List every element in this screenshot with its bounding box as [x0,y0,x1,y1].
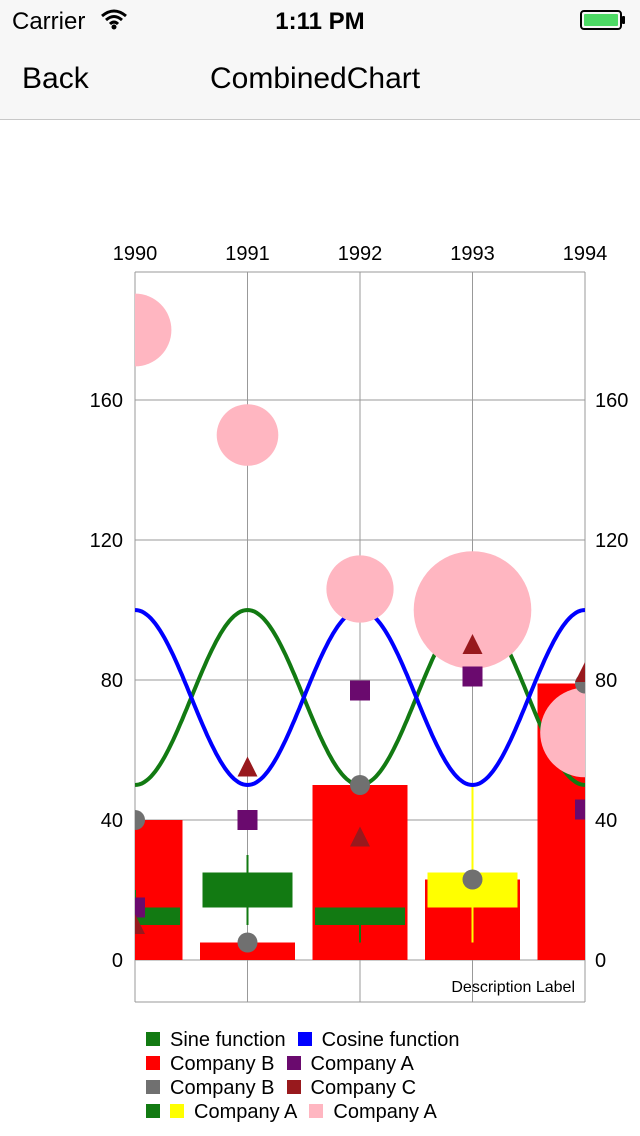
scatter-triangle [575,662,585,682]
bubble [540,687,585,778]
combined-chart[interactable]: 1990 1991 1992 1993 1994 0 0 40 40 80 80 120 120 160 1… [0,120,640,1020]
scatter-circle [350,775,370,795]
bubble [413,551,532,669]
carrier-label: Carrier [12,8,86,35]
scatter-square [462,666,483,687]
battery-icon [580,10,626,30]
legend-swatch [146,1103,160,1118]
left-y-tick-label: 160 [90,390,123,412]
description-label: Description Label [451,979,575,996]
left-y-tick-label: 120 [90,530,123,552]
scatter-circle [135,810,145,830]
scatter-triangle [135,914,145,934]
candle-body [315,907,405,925]
left-y-tick-label: 40 [101,810,123,832]
status-bar: Carrier 1:11 PM [0,0,640,40]
legend-row: Company B Company C [146,1076,428,1100]
legend-label: Company C [310,1077,417,1099]
scatter-square [575,799,585,820]
bar [135,820,183,960]
legend-swatch [146,1055,160,1070]
legend-label: Sine function [170,1029,286,1051]
bubble [135,293,172,367]
scatter-square [350,680,370,701]
scatter-triangle [350,826,370,847]
navigation-bar: Back CombinedChart [0,40,640,120]
legend-swatch [170,1103,184,1118]
scatter-circle [462,869,483,890]
clock: 1:11 PM [275,8,365,35]
legend-label: Company B [170,1077,275,1099]
candle-body [202,872,293,908]
legend-row: Company B Company A [146,1052,426,1076]
bubble [216,404,279,466]
scatter-triangle [462,634,483,654]
legend-swatch [309,1103,324,1118]
legend-label: Company A [194,1101,298,1123]
wifi-icon [100,8,128,35]
legend-label: Cosine function [321,1029,460,1051]
legend-swatch [146,1079,160,1094]
right-y-tick-label: 40 [595,810,617,832]
legend-swatch [286,1079,301,1094]
x-tick-label: 1993 [450,243,495,265]
legend-label: Company B [170,1053,275,1075]
right-y-tick-label: 0 [595,950,606,972]
bubble [326,555,394,623]
page-title: CombinedChart [210,62,421,95]
legend-swatch [297,1031,312,1046]
left-y-tick-label: 0 [112,950,123,972]
left-y-tick-label: 80 [101,670,123,692]
right-y-tick-label: 80 [595,670,617,692]
back-button[interactable]: Back [22,62,89,95]
scatter-triangle [237,756,258,777]
candle-body [135,907,180,925]
scatter-circle [237,932,258,953]
legend-label: Company A [310,1053,414,1075]
x-tick-label: 1994 [563,243,608,265]
plot-area [135,293,585,960]
legend-row: Company A Company A [146,1100,449,1124]
scatter-square [237,810,258,830]
legend-swatch [146,1031,160,1046]
x-tick-label: 1990 [113,243,158,265]
right-y-tick-label: 120 [595,530,628,552]
x-tick-label: 1992 [338,243,383,265]
x-tick-label: 1991 [225,243,270,265]
legend-swatch [286,1055,301,1070]
legend-row: Sine function Cosine function [146,1028,472,1052]
right-y-tick-label: 160 [595,390,628,412]
chart-legend: Sine function Cosine function Company B Com… [0,1028,640,1128]
legend-label: Company A [333,1101,437,1123]
scatter-square [135,897,145,918]
